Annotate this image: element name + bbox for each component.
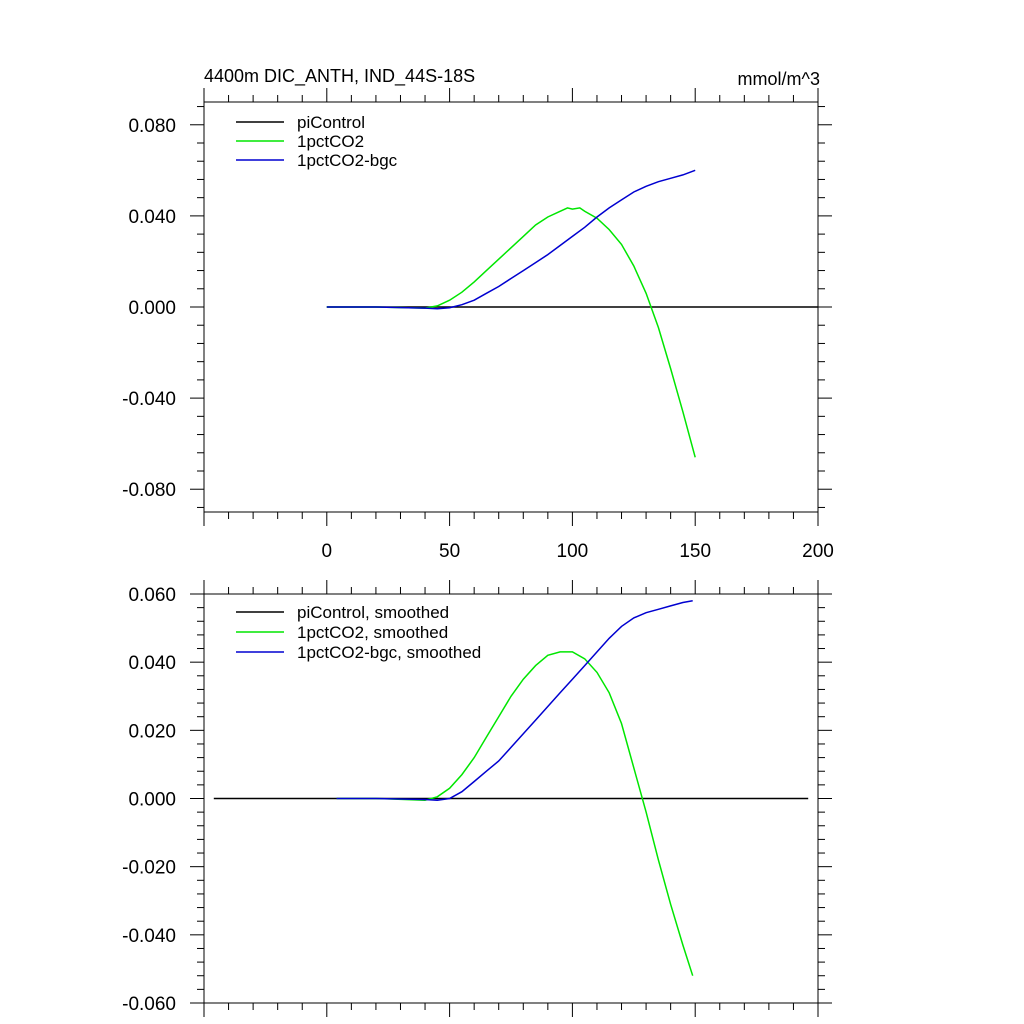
y-tick-label: 0.060 xyxy=(128,585,176,606)
x-tick-label: 200 xyxy=(802,541,834,562)
bottom-panel: -0.060 -0.040 -0.020 0.000 0.020 0.040 0.060 pi… xyxy=(122,580,832,1017)
series-line-2 xyxy=(326,169,696,310)
legend-label: 1pctCO2, smoothed xyxy=(297,623,448,642)
legend-label: 1pctCO2 xyxy=(297,132,364,151)
series-line-1 xyxy=(336,651,694,976)
y-tick-label: -0.040 xyxy=(122,926,176,947)
units-label: mmol/m^3 xyxy=(738,69,820,89)
y-tick-label: -0.040 xyxy=(122,389,176,410)
top-panel: -0.080 -0.040 0.000 0.040 0.080 0 50 100 150 200 p… xyxy=(122,88,834,562)
series-line-2 xyxy=(336,600,693,801)
y-tick-label: -0.020 xyxy=(122,858,176,879)
y-tick-label: 0.000 xyxy=(128,298,176,319)
y-tick-label: -0.060 xyxy=(122,994,176,1015)
x-tick-label: 50 xyxy=(439,541,460,562)
chart-title: 4400m DIC_ANTH, IND_44S-18S xyxy=(204,66,475,87)
x-tick-label: 150 xyxy=(679,541,711,562)
y-tick-label: -0.080 xyxy=(122,480,176,501)
x-tick-label: 100 xyxy=(557,541,589,562)
legend-label: piControl xyxy=(297,113,365,132)
legend-label: 1pctCO2-bgc xyxy=(297,151,398,170)
legend-label: 1pctCO2-bgc, smoothed xyxy=(297,643,481,662)
y-tick-label: 0.040 xyxy=(128,207,176,228)
y-tick-label: 0.020 xyxy=(128,721,176,742)
y-tick-label: 0.080 xyxy=(128,116,176,137)
x-tick-label: 0 xyxy=(322,541,333,562)
y-tick-label: 0.040 xyxy=(128,653,176,674)
series-line-1 xyxy=(326,207,696,458)
legend-label: piControl, smoothed xyxy=(297,603,449,622)
y-tick-label: 0.000 xyxy=(128,790,176,811)
